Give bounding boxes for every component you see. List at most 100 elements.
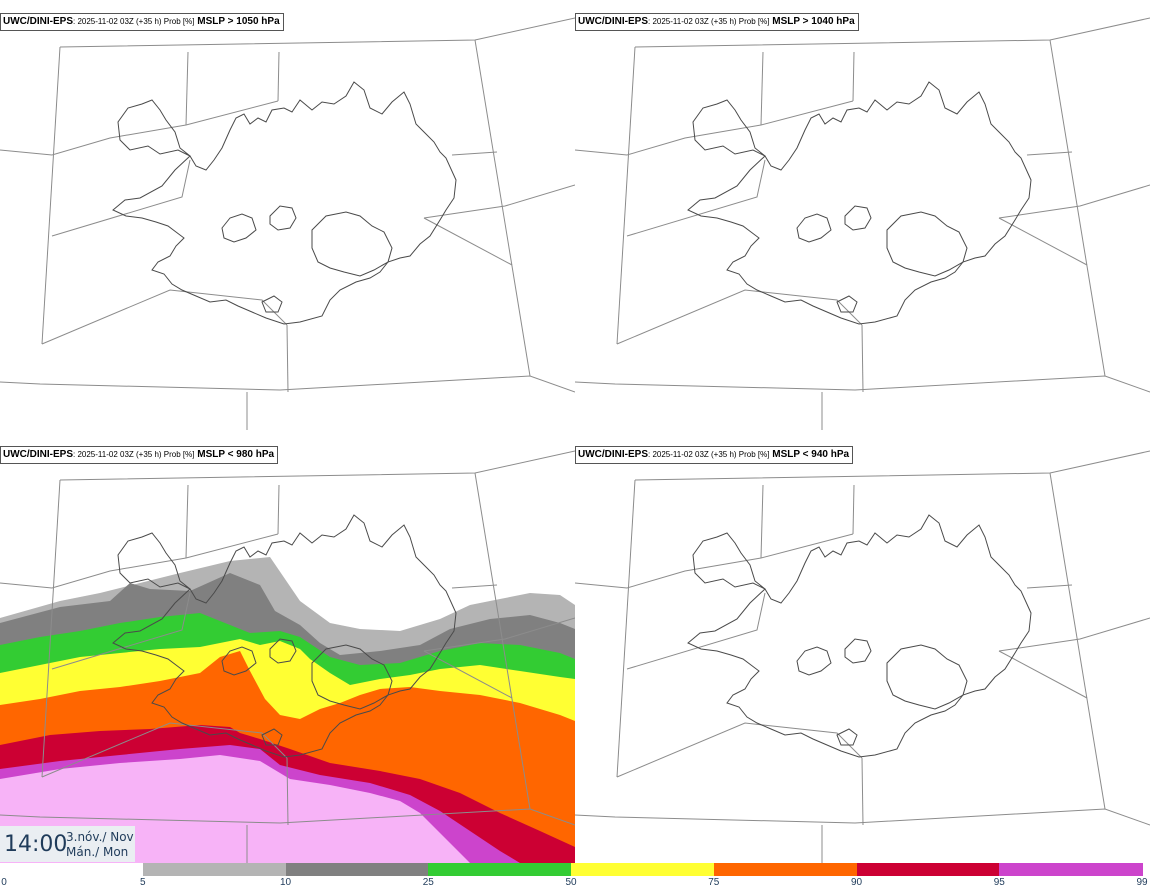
grid-line bbox=[286, 324, 289, 393]
grid-line bbox=[474, 39, 531, 377]
lat-lon-grid bbox=[0, 450, 575, 863]
colorbar-tick-label: 25 bbox=[422, 877, 434, 888]
lat-lon-grid bbox=[575, 450, 1150, 863]
grid-line bbox=[423, 184, 575, 219]
grid-line bbox=[51, 159, 191, 237]
coastline-path bbox=[112, 514, 457, 758]
grid-line bbox=[575, 533, 854, 589]
grid-line bbox=[41, 46, 61, 345]
grid-line bbox=[41, 479, 61, 778]
grid-line bbox=[616, 722, 863, 778]
coastline-path bbox=[886, 211, 968, 277]
model-name: UWC/DINI-EPS bbox=[3, 449, 73, 460]
colorbar-segment bbox=[713, 863, 858, 876]
model-name: UWC/DINI-EPS bbox=[3, 16, 73, 27]
colorbar-segment bbox=[428, 863, 572, 876]
map-canvas bbox=[575, 17, 1150, 430]
colorbar-tick-label: 0 bbox=[1, 877, 7, 888]
grid-line bbox=[575, 375, 1150, 393]
grid-line bbox=[1049, 39, 1106, 377]
coastline-path bbox=[311, 644, 393, 710]
grid-line bbox=[0, 533, 279, 589]
field-name: MSLP > 1040 hPa bbox=[772, 16, 855, 27]
grid-line bbox=[861, 324, 864, 393]
coastline-path bbox=[687, 81, 1032, 325]
colorbar-segment bbox=[571, 863, 715, 876]
colorbar-segment bbox=[999, 863, 1143, 876]
coastline-path bbox=[886, 644, 968, 710]
panel-title: UWC/DINI-EPS: 2025-11-02 03Z (+35 h) Pro… bbox=[575, 13, 859, 31]
panel-title: UWC/DINI-EPS: 2025-11-02 03Z (+35 h) Pro… bbox=[0, 13, 284, 31]
coastline-path bbox=[269, 205, 297, 231]
grid-line bbox=[616, 289, 863, 345]
grid-line bbox=[852, 51, 855, 102]
grid-line bbox=[626, 592, 766, 670]
grid-line bbox=[626, 159, 766, 237]
valid-date-line2: Mán./ Mon bbox=[66, 845, 129, 859]
coastline-path bbox=[261, 728, 283, 746]
map-canvas bbox=[575, 450, 1150, 863]
grid-line bbox=[575, 100, 854, 156]
grid-line bbox=[861, 757, 864, 826]
map-canvas bbox=[0, 450, 575, 863]
colorbar-tick-label: 10 bbox=[279, 877, 292, 888]
colorbar-tick-label: 90 bbox=[850, 877, 863, 888]
grid-line bbox=[51, 592, 191, 670]
grid-line bbox=[998, 184, 1150, 219]
grid-line bbox=[41, 289, 288, 345]
field-name: MSLP > 1050 hPa bbox=[197, 16, 280, 27]
coastline-path bbox=[844, 638, 872, 664]
coastline-path bbox=[844, 205, 872, 231]
colorbar-tick-label: 75 bbox=[708, 877, 720, 888]
grid-line bbox=[423, 617, 575, 652]
grid-line bbox=[474, 472, 531, 810]
valid-time-box: 14:00 3.nóv./ Nov Mán./ Mon bbox=[0, 826, 135, 862]
run-info: : 2025-11-02 03Z (+35 h) Prob [%] bbox=[648, 17, 770, 26]
valid-date-line1: 3.nóv./ Nov bbox=[66, 830, 134, 844]
grid-line bbox=[423, 217, 513, 266]
run-info: : 2025-11-02 03Z (+35 h) Prob [%] bbox=[648, 450, 770, 459]
colorbar-segment bbox=[0, 863, 144, 876]
map-panel-mslp-gt-1040: UWC/DINI-EPS: 2025-11-02 03Z (+35 h) Pro… bbox=[575, 0, 1150, 430]
colorbar-tick-label: 50 bbox=[565, 877, 577, 888]
grid-line bbox=[616, 479, 636, 778]
field-name: MSLP < 980 hPa bbox=[197, 449, 275, 460]
iceland-coastline bbox=[112, 81, 457, 325]
iceland-coastline bbox=[687, 514, 1032, 758]
grid-line bbox=[0, 375, 575, 393]
grid-line bbox=[286, 757, 289, 826]
run-info: : 2025-11-02 03Z (+35 h) Prob [%] bbox=[73, 17, 195, 26]
grid-line bbox=[0, 808, 575, 826]
colorbar-segment bbox=[285, 863, 430, 876]
probability-bands bbox=[0, 557, 575, 863]
model-name: UWC/DINI-EPS bbox=[578, 449, 648, 460]
grid-line bbox=[760, 484, 764, 559]
grid-line bbox=[1026, 584, 1073, 589]
iceland-coastline bbox=[687, 81, 1032, 325]
coastline-path bbox=[261, 295, 283, 313]
map-canvas bbox=[0, 17, 575, 430]
coastline-path bbox=[112, 81, 457, 325]
lat-lon-grid bbox=[575, 17, 1150, 430]
colorbar-tick-label: 5 bbox=[139, 877, 146, 888]
coastline-path bbox=[836, 295, 858, 313]
grid-line bbox=[998, 650, 1088, 699]
grid-line bbox=[616, 46, 636, 345]
coastline-path bbox=[311, 211, 393, 277]
panel-title: UWC/DINI-EPS: 2025-11-02 03Z (+35 h) Pro… bbox=[575, 446, 854, 464]
map-panel-mslp-lt-940: UWC/DINI-EPS: 2025-11-02 03Z (+35 h) Pro… bbox=[575, 433, 1150, 863]
coastline-path bbox=[221, 213, 257, 243]
grid-line bbox=[423, 650, 513, 699]
grid-line bbox=[1026, 151, 1073, 156]
grid-line bbox=[760, 51, 764, 126]
panel-title: UWC/DINI-EPS: 2025-11-02 03Z (+35 h) Pro… bbox=[0, 446, 279, 464]
run-info: : 2025-11-02 03Z (+35 h) Prob [%] bbox=[73, 450, 195, 459]
valid-time: 14:00 bbox=[4, 832, 68, 857]
iceland-coastline bbox=[112, 514, 457, 758]
map-panel-mslp-lt-980: UWC/DINI-EPS: 2025-11-02 03Z (+35 h) Pro… bbox=[0, 433, 575, 863]
model-name: UWC/DINI-EPS bbox=[578, 16, 648, 27]
grid-line bbox=[451, 151, 498, 156]
grid-line bbox=[185, 51, 189, 126]
grid-line bbox=[852, 484, 855, 535]
grid-line bbox=[0, 100, 279, 156]
